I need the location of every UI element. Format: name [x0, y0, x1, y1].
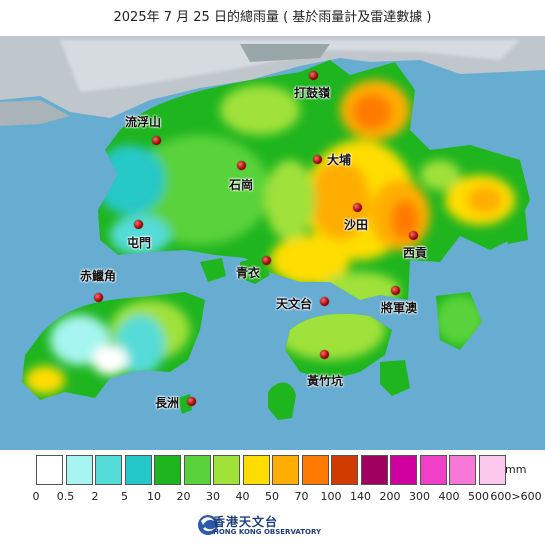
place-label: 石崗 — [229, 178, 254, 192]
observatory-logo — [198, 515, 218, 535]
marker-tsing-yi[interactable] — [262, 256, 271, 265]
legend-tick-label: 500 — [468, 490, 489, 503]
legend-tick-label: 0.5 — [56, 490, 75, 503]
legend-tick-label: 20 — [176, 490, 191, 503]
legend-tick-label: 5 — [121, 490, 128, 503]
legend-tick-label: 70 — [294, 490, 309, 503]
legend-swatch-10 — [331, 455, 358, 485]
legend-swatch-0 — [36, 455, 63, 485]
place-label: 天文台 — [276, 297, 313, 311]
legend-swatch-3 — [124, 455, 152, 485]
legend-tick-label: 140 — [350, 490, 371, 503]
place-label: 青衣 — [236, 266, 261, 280]
marker-observatory[interactable] — [320, 297, 329, 306]
marker-tseung-kwan-o[interactable] — [391, 286, 400, 295]
legend-tick-label: 40 — [235, 490, 250, 503]
legend-swatch-6 — [213, 455, 240, 485]
rainfall-map — [0, 36, 545, 450]
marker-sha-tin[interactable] — [353, 203, 362, 212]
place-label: 大埔 — [327, 153, 352, 167]
legend-swatch-11 — [360, 455, 388, 485]
legend-tick-label: 10 — [147, 490, 161, 503]
legend-swatch-15 — [478, 455, 506, 485]
legend-tick-label: 2 — [91, 490, 99, 503]
legend-swatch-2 — [95, 455, 122, 485]
legend-tick-label: 100 — [320, 490, 342, 503]
marker-tuen-mun[interactable] — [134, 220, 143, 229]
legend-swatch-12 — [390, 455, 417, 485]
legend-swatch-9 — [301, 455, 329, 485]
legend-swatch-13 — [419, 455, 447, 485]
place-label: 西貢 — [403, 246, 428, 260]
place-label: 流浮山 — [125, 115, 162, 129]
marker-lau-fau-shan[interactable] — [152, 136, 161, 145]
legend-swatch-1 — [65, 455, 93, 485]
legend-swatch-4 — [154, 455, 181, 485]
legend-swatch-5 — [183, 455, 211, 485]
marker-tai-po[interactable] — [313, 155, 322, 164]
marker-shek-kong[interactable] — [237, 161, 246, 170]
legend-tick-label: 400 — [438, 490, 460, 503]
place-label: 黃竹坑 — [307, 374, 344, 388]
legend-tick-label: 600>600 — [490, 490, 542, 503]
marker-ta-kwu-ling[interactable] — [309, 71, 318, 80]
logo-english-text: HONG KONG OBSERVATORY — [213, 528, 322, 536]
place-label: 將軍澳 — [381, 301, 418, 315]
legend-tick-label: 0 — [32, 490, 40, 503]
legend-tick-label: 200 — [379, 490, 401, 503]
legend-tick-label: 50 — [265, 490, 279, 503]
place-label: 打鼓嶺 — [294, 86, 331, 100]
marker-sai-kung[interactable] — [409, 231, 418, 240]
legend-swatch-14 — [449, 455, 476, 485]
marker-chek-lap-kok[interactable] — [94, 293, 103, 302]
map-title: 2025年 7 月 25 日的總雨量 ( 基於雨量計及雷達數據 ) — [113, 10, 432, 25]
legend-tick-label: 30 — [206, 490, 220, 503]
legend-tick-label: 300 — [409, 490, 430, 503]
marker-cheung-chau[interactable] — [187, 397, 196, 406]
marker-wong-chuk-hang[interactable] — [320, 350, 329, 359]
place-label: 屯門 — [127, 236, 152, 250]
legend-unit: mm — [505, 463, 527, 476]
legend-swatch-8 — [272, 455, 299, 485]
legend-swatch-7 — [242, 455, 270, 485]
place-label: 赤鱲角 — [80, 269, 117, 283]
place-label: 沙田 — [344, 218, 369, 232]
place-label: 長洲 — [155, 396, 180, 410]
logo-chinese-text: 香港天文台 — [213, 515, 279, 529]
